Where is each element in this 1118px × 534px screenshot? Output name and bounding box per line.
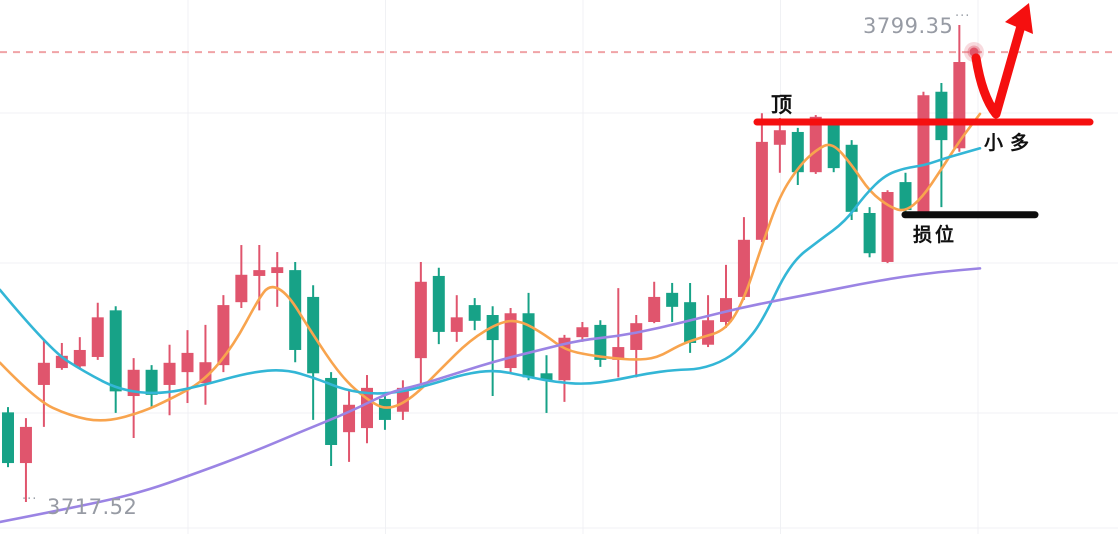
high-price-label: 3799.35 [863,14,954,38]
top-annotation-label: 顶 [771,92,792,117]
small-long-annotation-label: 小多 [984,132,1037,154]
high-price-leader-dots: ··· [955,9,971,24]
ma-lines [0,112,982,524]
stop-loss-annotation-label: 损位 [913,224,958,246]
trend-arrow [971,3,1033,119]
low-price-leader-dots: ··· [22,492,38,507]
candles [2,25,966,502]
low-price-label: 3717.52 [47,495,138,519]
